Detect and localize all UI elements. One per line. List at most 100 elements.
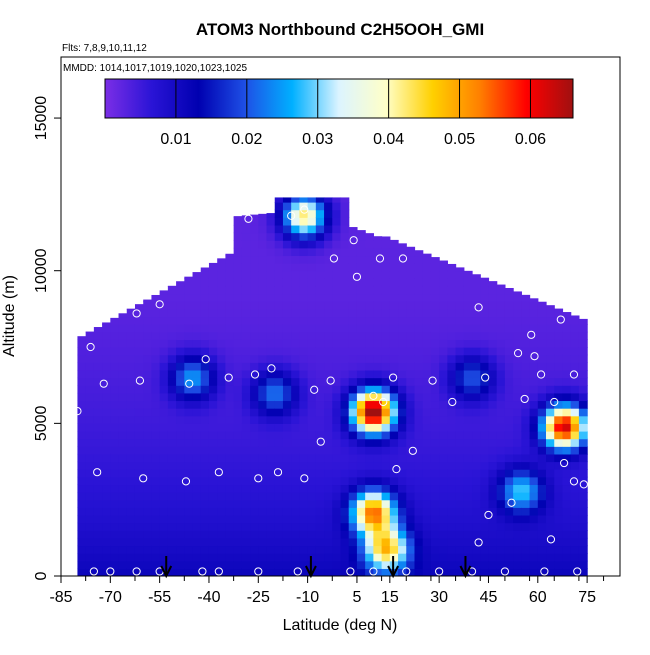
field-cell (381, 484, 391, 493)
field-cell (422, 423, 432, 432)
field-cell (258, 476, 268, 486)
field-cell (241, 568, 251, 576)
field-cell (365, 530, 374, 539)
field-cell (340, 347, 350, 356)
field-cell (143, 377, 153, 386)
field-cell (439, 530, 448, 539)
field-cell (225, 285, 235, 295)
field-cell (414, 400, 424, 409)
field-cell (315, 224, 325, 234)
field-cell (143, 299, 153, 302)
field-cell (85, 423, 95, 432)
sample-point (428, 376, 437, 385)
field-cell (537, 553, 547, 562)
field-cell (118, 339, 128, 348)
field-cell (85, 400, 95, 409)
field-cell (480, 469, 490, 478)
field-cell (307, 560, 317, 569)
field-cell (184, 530, 194, 539)
field-cell (447, 476, 457, 486)
field-cell (332, 568, 342, 576)
field-cell (93, 507, 103, 516)
field-cell (250, 415, 259, 424)
field-cell (192, 507, 202, 516)
field-cell (529, 331, 539, 340)
field-cell (93, 339, 103, 348)
field-cell (373, 423, 383, 432)
field-cell (176, 545, 185, 554)
field-cell (225, 499, 235, 508)
field-cell (102, 560, 111, 569)
field-cell (463, 354, 473, 363)
field-cell (356, 423, 366, 432)
field-cell (488, 347, 498, 356)
field-cell (348, 285, 358, 295)
sample-point (185, 379, 194, 388)
field-cell (504, 331, 514, 340)
field-cell (521, 545, 531, 554)
field-cell (324, 469, 333, 478)
field-cell (110, 530, 120, 539)
field-cell (192, 537, 202, 547)
field-cell (77, 461, 87, 470)
field-cell (439, 260, 448, 264)
field-cell (299, 217, 309, 226)
field-cell (365, 553, 374, 562)
field-cell (406, 362, 416, 371)
field-cell (578, 415, 588, 424)
field-cell (554, 476, 564, 486)
field-cell (455, 438, 465, 447)
field-cell (488, 415, 498, 424)
field-cell (307, 324, 317, 333)
field-cell (250, 423, 259, 432)
field-cell (233, 347, 243, 356)
field-cell (504, 476, 514, 486)
field-cell (356, 347, 366, 356)
field-cell (85, 331, 95, 333)
field-cell (118, 507, 128, 516)
field-cell (233, 560, 243, 569)
field-cell (258, 232, 268, 241)
field-cell (167, 377, 177, 386)
field-cell (422, 522, 432, 531)
field-cell (332, 316, 342, 325)
field-cell (447, 324, 457, 333)
field-cell (570, 423, 580, 432)
field-cell (529, 415, 539, 424)
field-cell (225, 423, 235, 432)
field-cell (406, 461, 416, 470)
field-cell (496, 377, 506, 386)
field-cell (332, 476, 342, 486)
field-cell (414, 255, 424, 264)
field-cell (250, 224, 259, 234)
field-cell (167, 285, 177, 295)
field-cell (307, 263, 317, 272)
field-cell (554, 469, 564, 478)
sample-point (389, 373, 398, 382)
field-cell (134, 499, 144, 508)
field-cell (307, 553, 317, 562)
field-cell (299, 324, 309, 333)
field-cell (315, 377, 325, 386)
field-cell (143, 408, 153, 417)
field-cell (578, 318, 588, 325)
field-cell (282, 197, 292, 203)
field-cell (126, 331, 136, 340)
field-cell (406, 469, 416, 478)
field-cell (414, 347, 424, 356)
field-cell (200, 392, 210, 402)
field-cell (208, 301, 218, 310)
field-cell (307, 308, 317, 318)
field-cell (118, 537, 128, 547)
field-cell (291, 377, 300, 386)
field-cell (151, 324, 161, 333)
field-cell (546, 400, 555, 409)
field-cell (348, 354, 358, 363)
field-cell (570, 530, 580, 539)
field-cell (274, 537, 284, 547)
sample-point (300, 474, 309, 483)
field-cell (258, 308, 268, 318)
field-cell (480, 492, 490, 501)
field-cell (480, 285, 490, 295)
field-cell (546, 499, 555, 508)
